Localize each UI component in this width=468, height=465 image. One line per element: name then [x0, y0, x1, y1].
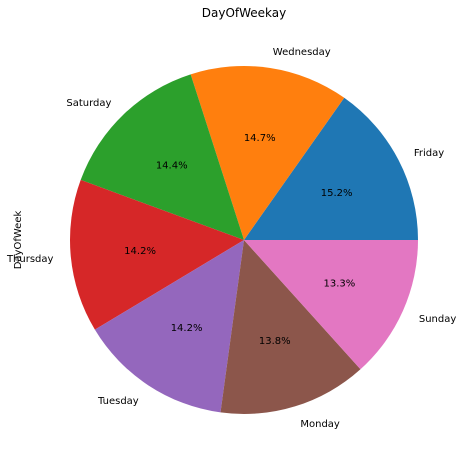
pie-slices: [70, 66, 418, 414]
pie-slice-wednesday: [190, 66, 345, 241]
pie-slice-friday: [244, 97, 418, 240]
slice-label-wednesday: Wednesday: [273, 47, 331, 58]
slice-label-saturday: Saturday: [66, 98, 111, 109]
slice-label-tuesday: Tuesday: [97, 396, 139, 407]
y-axis-label: DayOfWeek: [13, 211, 24, 270]
pct-label-saturday: 14.4%: [156, 161, 188, 172]
slice-label-monday: Monday: [300, 419, 340, 430]
pie-slice-sunday: [244, 240, 418, 370]
pct-label-friday: 15.2%: [321, 188, 353, 199]
pct-label-tuesday: 14.2%: [171, 323, 203, 334]
pct-label-monday: 13.8%: [259, 336, 291, 347]
chart-title: DayOfWeekay: [202, 6, 287, 20]
pie-labels: 15.2% Friday 14.7% Wednesday 14.4% Saturday 14…: [6, 47, 456, 430]
slice-label-sunday: Sunday: [419, 314, 456, 325]
slice-label-thursday: Thursday: [6, 254, 54, 265]
pct-label-sunday: 13.3%: [323, 278, 355, 289]
pie-slice-thursday: [70, 179, 245, 330]
pct-label-wednesday: 14.7%: [244, 133, 276, 144]
pct-label-thursday: 14.2%: [124, 246, 156, 257]
pie-slice-tuesday: [94, 240, 244, 413]
pie-slice-saturday: [80, 74, 244, 240]
slice-label-friday: Friday: [414, 148, 444, 159]
pie-slice-monday: [220, 240, 361, 414]
